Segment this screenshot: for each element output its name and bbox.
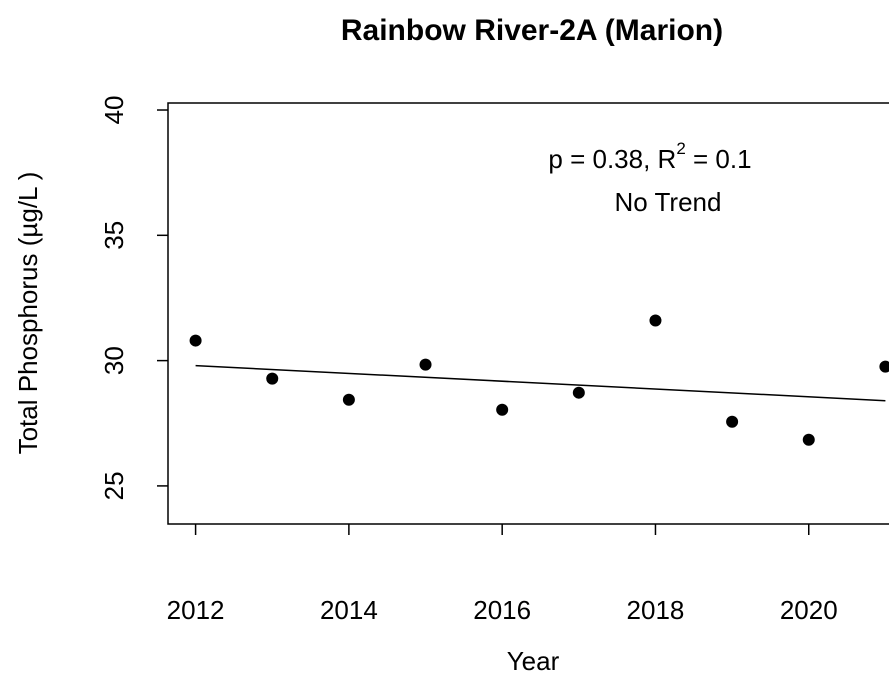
point — [266, 372, 279, 385]
x-tick-label: 2018 — [627, 595, 685, 625]
point — [496, 403, 509, 416]
x-tick-label: 2016 — [473, 595, 531, 625]
y-tick-label: 40 — [99, 96, 129, 125]
stat-annotation: p = 0.38, R2 = 0.1 — [548, 139, 751, 173]
point — [649, 314, 662, 327]
plot-frame — [167, 102, 889, 525]
point — [572, 386, 585, 399]
point — [879, 360, 889, 373]
y-tick-label: 25 — [99, 471, 129, 500]
point — [419, 358, 432, 371]
point — [726, 415, 739, 428]
stat-text: p = 0.38, R — [548, 144, 676, 174]
x-axis-label: Year — [507, 646, 560, 676]
x-tick-label: 2012 — [167, 595, 225, 625]
chart-title: Rainbow River-2A (Marion) — [341, 14, 723, 47]
stat-text: = 0.1 — [686, 144, 752, 174]
point — [189, 334, 202, 347]
y-tick-label: 30 — [99, 346, 129, 375]
y-axis-label: Total Phosphorus (µg/L ) — [13, 172, 43, 455]
stat-superscript: 2 — [676, 139, 685, 158]
trend-annotation: No Trend — [615, 187, 722, 217]
x-tick-label: 2014 — [320, 595, 378, 625]
trend-line — [195, 364, 886, 402]
y-tick-label: 35 — [99, 221, 129, 250]
point — [342, 393, 355, 406]
x-tick-label: 2020 — [780, 595, 838, 625]
point — [802, 433, 815, 446]
